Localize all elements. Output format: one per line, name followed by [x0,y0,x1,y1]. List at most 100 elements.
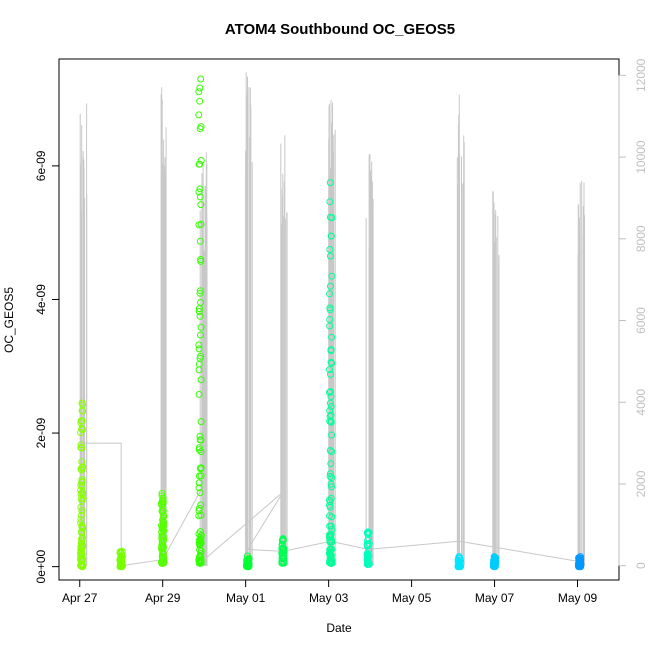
data-point [195,221,203,229]
data-point [77,519,85,527]
data-point [364,560,372,568]
data-point [116,548,124,556]
data-point [196,97,204,105]
data-point [78,535,85,543]
data-point [327,346,335,354]
data-point [196,432,204,440]
data-point [197,464,205,472]
data-point [327,393,335,401]
data-point [78,483,86,491]
data-point [78,563,86,571]
data-point [195,390,203,398]
right-axis: 0 2000 4000 6000 8000 10000 12000 [618,58,648,569]
data-point [77,417,85,425]
data-point [196,185,204,193]
data-point [197,376,205,384]
oc-geos5-series [77,75,585,571]
right-tick-label: 8000 [634,225,648,252]
data-point [326,290,333,298]
data-point [195,446,203,454]
data-point [326,198,334,206]
data-point [196,552,204,560]
data-point [196,489,204,497]
data-point [326,522,334,530]
data-point [327,370,334,378]
data-point [158,499,165,507]
y-axis-label: OC_GEOS5 [2,287,16,353]
data-point [279,537,287,545]
data-point [326,496,333,504]
data-point [326,399,334,407]
data-point [326,407,334,415]
data-point [77,511,85,519]
data-point [159,549,167,557]
data-point [159,498,167,506]
data-point [116,562,124,570]
data-point [158,542,166,549]
plot-frame [58,58,620,581]
data-point [77,465,85,473]
data-point [327,417,335,425]
data-point [158,539,166,547]
data-point [78,507,86,515]
data-point [196,237,204,245]
data-point [159,559,167,567]
data-point [326,322,334,330]
data-point [158,489,166,497]
x-axis-label: Date [326,621,352,635]
data-point [160,555,168,563]
right-tick-label: 10000 [634,140,648,174]
data-point [196,540,204,548]
data-point [328,333,336,341]
data-point [243,562,251,570]
data-point [197,448,205,456]
data-point [77,562,85,570]
data-point [160,512,168,520]
data-point [575,559,583,567]
data-point [195,305,203,313]
y-tick-label: 2e-09 [34,417,48,448]
data-point [279,544,287,552]
data-point [363,529,371,537]
data-point [197,352,205,360]
data-point [197,537,205,545]
data-point [78,494,85,502]
data-point [327,494,335,502]
data-point [197,472,205,480]
data-point [365,546,373,554]
data-point [326,366,333,374]
data-point [197,331,204,339]
x-tick-label: May 07 [475,591,515,605]
data-point [577,560,585,568]
data-point [326,470,334,478]
data-point [159,524,167,531]
data-point [364,537,371,544]
data-point [78,478,86,486]
data-point [158,528,166,536]
data-point [77,555,85,563]
data-point [327,460,335,468]
data-point [195,308,203,315]
data-point [327,252,334,260]
y-axis: 0e+00 2e-09 4e-09 6e-09 [34,150,60,583]
data-point [77,486,85,494]
data-point [79,541,87,549]
data-point [279,536,287,544]
data-point [328,272,336,280]
data-point [195,111,203,119]
data-point [328,483,335,491]
data-point [197,418,205,426]
y-tick-label: 0e+00 [34,549,48,583]
x-tick-label: Apr 29 [145,591,181,605]
data-point [328,448,336,456]
data-point [326,538,334,546]
data-point [195,444,203,452]
data-point [326,213,334,221]
x-tick-label: May 01 [226,591,266,605]
data-point [326,472,334,480]
data-point [196,312,204,320]
data-point [78,407,86,415]
right-tick-label: 2000 [634,470,648,497]
x-tick-label: May 03 [309,591,349,605]
data-point [197,323,205,331]
